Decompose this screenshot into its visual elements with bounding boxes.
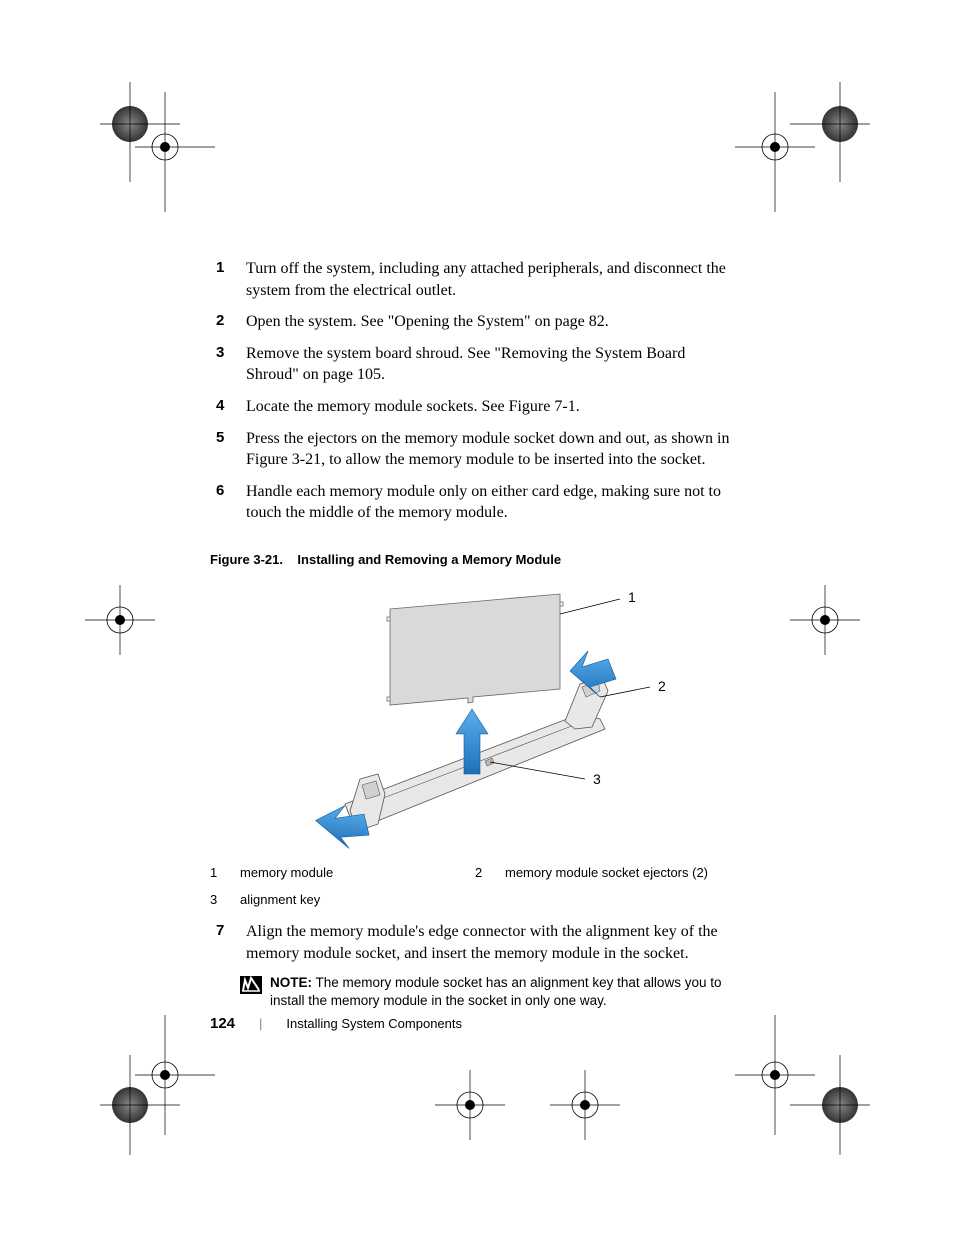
page-content: 1 Turn off the system, including any att… <box>210 258 740 1011</box>
step-text: Turn off the system, including any attac… <box>246 258 740 301</box>
callout-2: 2 <box>658 678 666 694</box>
step-text: Align the memory module's edge connector… <box>246 921 740 964</box>
step-number: 3 <box>210 343 246 386</box>
step-number: 2 <box>210 311 246 333</box>
figure-legend: 1 memory module 2 memory module socket e… <box>210 865 740 907</box>
note-text: NOTE: The memory module socket has an al… <box>270 974 740 1010</box>
note-icon <box>240 976 262 994</box>
figure-caption: Figure 3-21. Installing and Removing a M… <box>210 552 740 567</box>
list-item: 4 Locate the memory module sockets. See … <box>210 396 740 418</box>
arrow-ejector-right-icon <box>570 651 616 697</box>
document-page: 1 Turn off the system, including any att… <box>0 0 954 1235</box>
legend-label: memory module socket ejectors (2) <box>505 865 740 880</box>
legend-item: 1 memory module <box>210 865 475 880</box>
step-text: Remove the system board shroud. See "Rem… <box>246 343 740 386</box>
instruction-list-continued: 7 Align the memory module's edge connect… <box>210 921 740 964</box>
figure-number: Figure 3-21. <box>210 552 283 567</box>
crop-mark <box>85 585 165 665</box>
step-text: Locate the memory module sockets. See Fi… <box>246 396 740 418</box>
step-text: Press the ejectors on the memory module … <box>246 428 740 471</box>
step-text: Open the system. See "Opening the System… <box>246 311 740 333</box>
page-footer: 124 | Installing System Components <box>210 1015 462 1032</box>
crop-mark <box>545 1065 625 1145</box>
footer-separator: | <box>259 1016 262 1031</box>
crop-mark <box>135 92 215 212</box>
note-label: NOTE: <box>270 975 312 990</box>
legend-row: 3 alignment key <box>210 892 740 907</box>
memory-module-shape <box>387 594 563 705</box>
legend-label: alignment key <box>240 892 475 907</box>
figure-title: Installing and Removing a Memory Module <box>297 552 561 567</box>
list-item: 3 Remove the system board shroud. See "R… <box>210 343 740 386</box>
legend-item: 3 alignment key <box>210 892 475 907</box>
note-block: NOTE: The memory module socket has an al… <box>240 974 740 1010</box>
list-item: 1 Turn off the system, including any att… <box>210 258 740 301</box>
step-number: 7 <box>210 921 246 964</box>
section-title: Installing System Components <box>286 1016 462 1031</box>
step-number: 6 <box>210 481 246 524</box>
crop-mark <box>790 585 870 665</box>
legend-number: 1 <box>210 865 240 880</box>
legend-row: 1 memory module 2 memory module socket e… <box>210 865 740 880</box>
list-item: 5 Press the ejectors on the memory modul… <box>210 428 740 471</box>
legend-number: 2 <box>475 865 505 880</box>
legend-number: 3 <box>210 892 240 907</box>
crop-mark <box>430 1065 510 1145</box>
list-item: 2 Open the system. See "Opening the Syst… <box>210 311 740 333</box>
legend-label: memory module <box>240 865 475 880</box>
callout-1: 1 <box>628 589 636 605</box>
callout-3: 3 <box>593 771 601 787</box>
step-number: 4 <box>210 396 246 418</box>
step-text: Handle each memory module only on either… <box>246 481 740 524</box>
step-number: 5 <box>210 428 246 471</box>
list-item: 7 Align the memory module's edge connect… <box>210 921 740 964</box>
instruction-list: 1 Turn off the system, including any att… <box>210 258 740 524</box>
legend-item: 2 memory module socket ejectors (2) <box>475 865 740 880</box>
page-number: 124 <box>210 1015 235 1032</box>
note-body: The memory module socket has an alignmen… <box>270 975 721 1008</box>
step-number: 1 <box>210 258 246 301</box>
crop-mark <box>790 1055 890 1155</box>
figure-diagram: 1 2 3 <box>210 579 740 849</box>
crop-mark <box>135 1015 215 1135</box>
list-item: 6 Handle each memory module only on eith… <box>210 481 740 524</box>
crop-mark <box>790 82 890 182</box>
